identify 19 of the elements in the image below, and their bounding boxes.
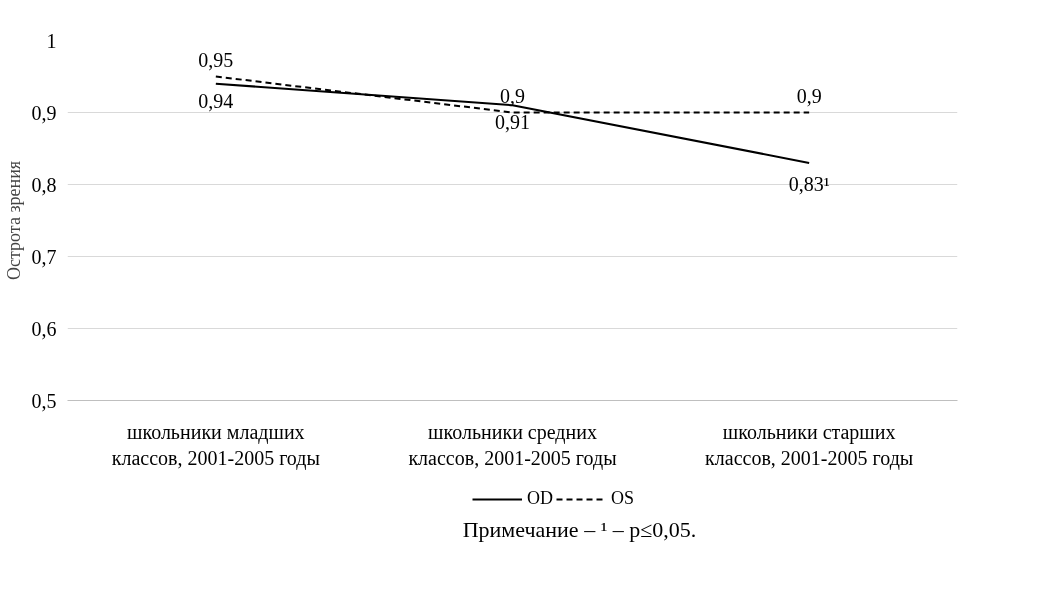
legend-label: OD <box>527 488 553 509</box>
data-label: 0,95 <box>198 48 234 71</box>
y-axis-title: Острота зрения <box>3 160 24 281</box>
y-tick-label: 0,5 <box>31 389 57 412</box>
data-label: 0,9 <box>796 84 822 107</box>
x-tick-label: школьники младших классов, 2001-2005 годы <box>111 420 320 470</box>
x-tick-label: школьники средних классов, 2001-2005 годы <box>408 420 617 470</box>
x-tick-label: школьники старших классов, 2001-2005 годы <box>705 420 914 470</box>
y-tick-label: 0,6 <box>31 317 57 340</box>
y-tick-label: 0,7 <box>31 245 57 268</box>
y-tick-label: 1 <box>46 29 57 52</box>
y-tick-label: 0,9 <box>31 101 57 124</box>
y-tick-label: 0,8 <box>31 173 57 196</box>
data-label: 0,9 <box>500 84 525 107</box>
legend-label: OS <box>611 488 635 509</box>
data-label: 0,94 <box>198 89 234 112</box>
data-label: 0,91 <box>495 111 530 134</box>
data-label: 0,83¹ <box>788 172 830 195</box>
text: Примечание – ¹ – p≤0,05. <box>462 516 697 542</box>
